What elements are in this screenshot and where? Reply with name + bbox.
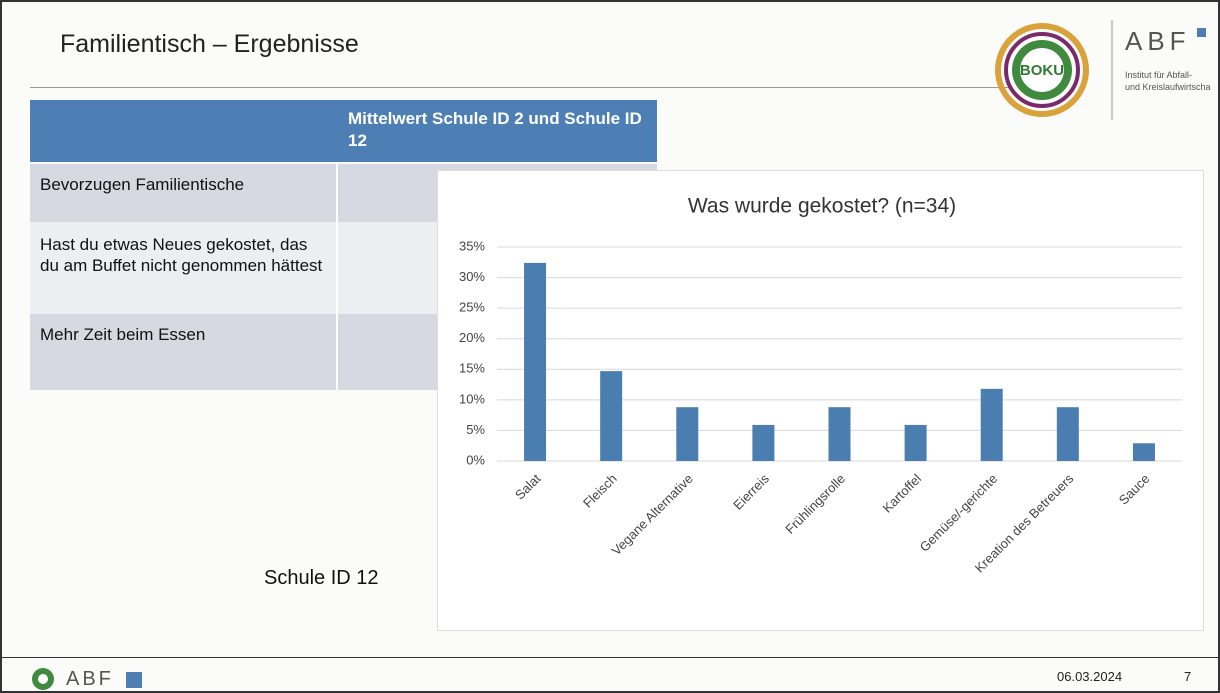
footer-logo: ABF <box>66 668 114 690</box>
bar <box>600 371 623 461</box>
table-header-text: Mittelwert Schule ID 2 und Schule ID 12 <box>348 109 642 150</box>
footer-logo-box <box>126 672 142 688</box>
y-tick-label: 15% <box>459 361 485 376</box>
bar <box>980 388 1003 461</box>
row-label: Hast du etwas Neues gekostet, das du am … <box>40 235 323 275</box>
institute-line: und Kreislaufwirtscha <box>1125 82 1211 92</box>
x-tick-label: Sauce <box>1116 471 1153 508</box>
row-label: Mehr Zeit beim Essen <box>40 325 206 344</box>
y-tick-label: 0% <box>466 452 485 467</box>
chart-title: Was wurde gekostet? (n=34) <box>688 195 956 218</box>
note: Schule ID 12 <box>264 567 379 589</box>
abf-logo: ABF <box>1125 26 1191 56</box>
y-tick-label: 10% <box>459 391 485 406</box>
bar <box>904 424 927 461</box>
bar <box>828 407 851 461</box>
y-tick-label: 5% <box>466 422 485 437</box>
y-tick-label: 30% <box>459 269 485 284</box>
x-tick-label: Vegane Alternative <box>609 471 696 558</box>
logos: BOKU ABF Institut für Abfall- und Kreisl… <box>995 20 1211 120</box>
y-tick-label: 35% <box>459 238 485 253</box>
footer-rule <box>2 657 1218 658</box>
bar <box>752 424 775 461</box>
institute-line: Institut für Abfall- <box>1125 70 1192 80</box>
title-rule <box>30 87 1010 88</box>
bar <box>524 262 547 461</box>
footer-date: 06.03.2024 <box>1057 669 1123 684</box>
x-tick-label: Kartoffel <box>879 471 924 516</box>
boku-logo: BOKU <box>1020 62 1064 79</box>
x-tick-label: Frühlingsrolle <box>782 471 848 537</box>
bar <box>1132 443 1155 461</box>
x-tick-label: Eierreis <box>730 471 772 513</box>
y-tick-label: 25% <box>459 300 485 315</box>
footer-icon <box>32 668 54 690</box>
table-header <box>30 100 657 162</box>
bar <box>676 407 699 461</box>
page-number: 7 <box>1184 669 1192 684</box>
x-tick-label: Salat <box>512 471 544 503</box>
y-tick-label: 20% <box>459 330 485 345</box>
x-tick-label: Gemüse/-gerichte <box>917 471 1001 555</box>
row-label: Bevorzugen Familientische <box>40 175 245 194</box>
bar <box>1056 407 1079 461</box>
table-separator <box>336 164 338 390</box>
x-tick-label: Fleisch <box>580 471 620 511</box>
slide-title: Familientisch – Ergebnisse <box>60 30 359 58</box>
